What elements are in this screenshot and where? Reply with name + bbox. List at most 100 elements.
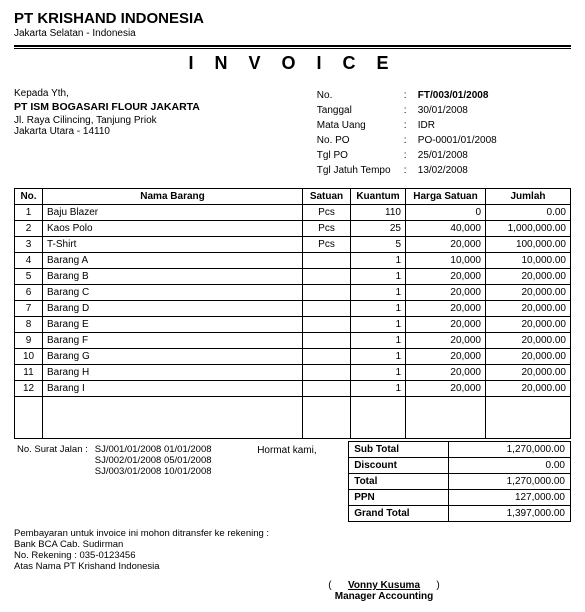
cell-harga: 20,000 xyxy=(406,365,486,381)
cell-jumlah: 20,000.00 xyxy=(486,349,571,365)
cell-harga: 20,000 xyxy=(406,285,486,301)
cell-harga: 20,000 xyxy=(406,381,486,397)
cell-kuantum: 1 xyxy=(351,269,406,285)
meta-tglpo-label: Tgl PO xyxy=(317,150,402,163)
cell-satuan: Pcs xyxy=(303,237,351,253)
cell-kuantum: 1 xyxy=(351,349,406,365)
signer-name: Vonny Kusuma xyxy=(340,580,428,591)
grandtotal-value: 1,397,000.00 xyxy=(449,506,571,522)
cell-no: 9 xyxy=(15,333,43,349)
discount-value: 0.00 xyxy=(449,458,571,474)
cell-jumlah: 1,000,000.00 xyxy=(486,221,571,237)
cell-nama: Barang C xyxy=(43,285,303,301)
cell-harga: 40,000 xyxy=(406,221,486,237)
cell-no: 1 xyxy=(15,205,43,221)
cell-jumlah: 20,000.00 xyxy=(486,333,571,349)
cell-harga: 20,000 xyxy=(406,237,486,253)
payment-line: Pembayaran untuk invoice ini mohon ditra… xyxy=(14,528,571,539)
cell-no: 10 xyxy=(15,349,43,365)
table-row: 3T-ShirtPcs520,000100,000.00 xyxy=(15,237,571,253)
bill-to-street: Jl. Raya Cilincing, Tanjung Priok xyxy=(14,115,304,126)
cell-kuantum: 1 xyxy=(351,253,406,269)
table-row: 2Kaos PoloPcs2540,0001,000,000.00 xyxy=(15,221,571,237)
cell-kuantum: 110 xyxy=(351,205,406,221)
payment-line: Bank BCA Cab. Sudirman xyxy=(14,539,571,550)
cell-nama: T-Shirt xyxy=(43,237,303,253)
table-row: 8Barang E120,00020,000.00 xyxy=(15,317,571,333)
cell-no: 6 xyxy=(15,285,43,301)
meta-no-label: No. xyxy=(317,90,402,103)
signature-block: ( Vonny Kusuma ) Manager Accounting xyxy=(314,580,454,602)
table-row: 5Barang B120,00020,000.00 xyxy=(15,269,571,285)
meta-jatuh: 13/02/2008 xyxy=(418,165,569,178)
payment-info: Pembayaran untuk invoice ini mohon ditra… xyxy=(14,528,571,572)
total-value: 1,270,000.00 xyxy=(449,474,571,490)
cell-harga: 20,000 xyxy=(406,333,486,349)
cell-nama: Barang F xyxy=(43,333,303,349)
payment-line: Atas Nama PT Krishand Indonesia xyxy=(14,561,571,572)
cell-nama: Barang A xyxy=(43,253,303,269)
cell-satuan xyxy=(303,285,351,301)
meta-nopo: PO-0001/01/2008 xyxy=(418,135,569,148)
cell-nama: Barang D xyxy=(43,301,303,317)
cell-no: 5 xyxy=(15,269,43,285)
cell-jumlah: 20,000.00 xyxy=(486,301,571,317)
salutation: Kepada Yth, xyxy=(14,88,304,99)
cell-nama: Barang B xyxy=(43,269,303,285)
table-row: 1Baju BlazerPcs11000.00 xyxy=(15,205,571,221)
meta-nopo-label: No. PO xyxy=(317,135,402,148)
cell-satuan xyxy=(303,253,351,269)
cell-nama: Barang I xyxy=(43,381,303,397)
cell-nama: Barang G xyxy=(43,349,303,365)
cell-harga: 20,000 xyxy=(406,269,486,285)
cell-satuan: Pcs xyxy=(303,205,351,221)
bill-to-city: Jakarta Utara - 14110 xyxy=(14,126,304,137)
signer-title: Manager Accounting xyxy=(335,591,434,602)
sj-label: No. Surat Jalan : xyxy=(16,443,92,478)
cell-kuantum: 1 xyxy=(351,285,406,301)
cell-satuan xyxy=(303,333,351,349)
cell-satuan xyxy=(303,349,351,365)
cell-kuantum: 1 xyxy=(351,381,406,397)
cell-harga: 0 xyxy=(406,205,486,221)
cell-jumlah: 100,000.00 xyxy=(486,237,571,253)
col-jumlah: Jumlah xyxy=(486,189,571,205)
invoice-title: I N V O I C E xyxy=(14,53,571,74)
table-row: 6Barang C120,00020,000.00 xyxy=(15,285,571,301)
divider xyxy=(14,48,571,49)
cell-kuantum: 1 xyxy=(351,317,406,333)
cell-satuan xyxy=(303,269,351,285)
company-location: Jakarta Selatan - Indonesia xyxy=(14,28,571,39)
company-name: PT KRISHAND INDONESIA xyxy=(14,10,571,27)
cell-jumlah: 20,000.00 xyxy=(486,365,571,381)
col-harga: Harga Satuan xyxy=(406,189,486,205)
table-row: 9Barang F 120,00020,000.00 xyxy=(15,333,571,349)
cell-satuan xyxy=(303,365,351,381)
cell-harga: 20,000 xyxy=(406,301,486,317)
subtotal-label: Sub Total xyxy=(349,442,449,458)
cell-jumlah: 10,000.00 xyxy=(486,253,571,269)
totals-table: Sub Total1,270,000.00 Discount0.00 Total… xyxy=(348,441,571,522)
cell-harga: 20,000 xyxy=(406,349,486,365)
col-satuan: Satuan xyxy=(303,189,351,205)
cell-no: 11 xyxy=(15,365,43,381)
items-table: No. Nama Barang Satuan Kuantum Harga Sat… xyxy=(14,188,571,439)
sj-line: SJ/002/01/2008 05/01/2008 xyxy=(95,455,212,466)
cell-satuan xyxy=(303,317,351,333)
bill-to-name: PT ISM BOGASARI FLOUR JAKARTA xyxy=(14,101,304,113)
cell-no: 8 xyxy=(15,317,43,333)
cell-kuantum: 25 xyxy=(351,221,406,237)
cell-kuantum: 1 xyxy=(351,333,406,349)
cell-no: 2 xyxy=(15,221,43,237)
meta-tanggal-label: Tanggal xyxy=(317,105,402,118)
sj-line: SJ/003/01/2008 10/01/2008 xyxy=(95,466,212,477)
table-row: 10Barang G 120,00020,000.00 xyxy=(15,349,571,365)
surat-jalan-block: No. Surat Jalan : SJ/001/01/2008 01/01/2… xyxy=(14,441,226,522)
cell-no: 4 xyxy=(15,253,43,269)
cell-satuan: Pcs xyxy=(303,221,351,237)
table-filler-row xyxy=(15,397,571,439)
table-row: 12Barang I120,00020,000.00 xyxy=(15,381,571,397)
cell-nama: Barang H xyxy=(43,365,303,381)
cell-harga: 20,000 xyxy=(406,317,486,333)
cell-no: 7 xyxy=(15,301,43,317)
